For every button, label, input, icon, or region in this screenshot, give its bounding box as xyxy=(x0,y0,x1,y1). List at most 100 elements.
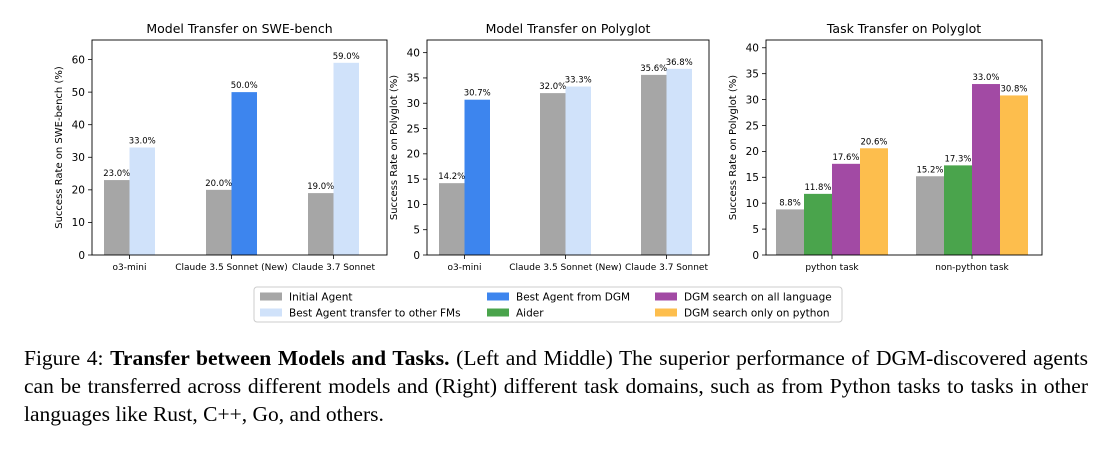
y-tick-label: 10 xyxy=(72,217,85,229)
y-tick-label: 15 xyxy=(407,174,420,186)
y-tick-label: 10 xyxy=(407,199,420,211)
chart-panel: Model Transfer on SWE-bench Success Rate … xyxy=(54,21,1043,323)
data-label: 59.0% xyxy=(333,52,360,62)
plot-frame xyxy=(765,39,1043,256)
bar xyxy=(439,183,465,255)
bar xyxy=(104,180,130,255)
y-tick-label: 25 xyxy=(746,120,759,132)
bar xyxy=(565,86,591,256)
chart-title: Model Transfer on Polyglot xyxy=(486,21,651,36)
y-axis-label: Success Rate on Polyglot (%) xyxy=(389,75,400,220)
y-tick-label: 60 xyxy=(72,54,85,66)
bar xyxy=(464,99,490,255)
bar xyxy=(129,147,155,255)
legend-label: Initial Agent xyxy=(289,292,352,304)
legend-label: DGM search only on python xyxy=(684,308,830,320)
bar xyxy=(666,68,692,255)
y-tick-label: 20 xyxy=(407,149,420,161)
x-tick-label: Claude 3.7 Sonnet xyxy=(625,263,708,273)
bar xyxy=(308,193,334,255)
data-label: 33.3% xyxy=(565,76,592,86)
bar xyxy=(776,209,804,255)
legend-label: Best Agent transfer to other FMs xyxy=(289,308,461,320)
data-label: 35.6% xyxy=(640,64,667,74)
y-tick-label: 35 xyxy=(746,68,759,80)
data-label: 33.0% xyxy=(129,137,156,147)
y-tick-label: 0 xyxy=(752,250,759,262)
x-tick-label: o3-mini xyxy=(113,263,147,273)
y-tick-label: 30 xyxy=(407,98,420,110)
y-tick-label: 5 xyxy=(413,225,420,237)
chart-title: Model Transfer on SWE-bench xyxy=(146,21,332,36)
y-tick-label: 50 xyxy=(72,87,85,99)
y-axis-label: Success Rate on SWE-bench (%) xyxy=(54,66,65,229)
bar xyxy=(860,148,888,255)
plot-frame xyxy=(91,39,388,256)
y-tick-label: 25 xyxy=(407,123,420,135)
data-label: 50.0% xyxy=(231,81,258,91)
data-label: 30.8% xyxy=(1000,84,1027,94)
legend-swatch xyxy=(487,292,509,301)
legend-label: Aider xyxy=(516,308,544,320)
bar xyxy=(916,176,944,255)
bar xyxy=(540,93,566,255)
caption-text: (Left and Middle) The superior performan… xyxy=(24,346,1089,426)
legend-swatch xyxy=(655,292,677,301)
x-tick-label: python task xyxy=(805,263,859,273)
data-label: 33.0% xyxy=(972,73,999,83)
x-tick-label: Claude 3.5 Sonnet (New) xyxy=(509,263,622,273)
data-label: 23.0% xyxy=(103,169,130,179)
caption-prefix: Figure 4: xyxy=(24,346,111,370)
data-label: 8.8% xyxy=(779,198,801,208)
bar xyxy=(804,193,832,255)
y-tick-label: 0 xyxy=(413,250,420,262)
data-label: 32.0% xyxy=(539,82,566,92)
data-label: 17.6% xyxy=(832,153,859,163)
chart-title: Task Transfer on Polyglot xyxy=(826,21,981,36)
bar xyxy=(944,165,972,255)
data-label: 17.3% xyxy=(944,154,971,164)
y-tick-label: 35 xyxy=(407,73,420,85)
bar xyxy=(333,62,359,255)
y-tick-label: 40 xyxy=(72,119,85,131)
y-tick-label: 15 xyxy=(746,172,759,184)
plot-frame xyxy=(426,39,710,256)
y-tick-label: 40 xyxy=(746,43,759,55)
y-tick-label: 0 xyxy=(78,250,85,262)
legend-swatch xyxy=(655,308,677,317)
y-tick-label: 30 xyxy=(72,152,85,164)
x-tick-label: o3-mini xyxy=(448,263,482,273)
legend-label: DGM search on all language xyxy=(684,292,832,304)
figure-caption: Figure 4: Transfer between Models and Ta… xyxy=(24,344,1088,428)
y-tick-label: 10 xyxy=(746,198,759,210)
legend-swatch xyxy=(487,308,509,317)
legend-box xyxy=(253,286,843,323)
bar xyxy=(1000,95,1028,255)
y-tick-label: 20 xyxy=(72,185,85,197)
bar xyxy=(832,163,860,255)
y-tick-label: 20 xyxy=(746,146,759,158)
data-label: 11.8% xyxy=(804,183,831,193)
legend-swatch xyxy=(260,292,282,301)
y-tick-label: 5 xyxy=(752,224,759,236)
data-label: 20.0% xyxy=(205,179,232,189)
caption-bold: Transfer between Models and Tasks. xyxy=(110,346,450,370)
legend-swatch xyxy=(260,308,282,317)
bar xyxy=(231,92,257,255)
data-label: 20.6% xyxy=(860,137,887,147)
legend-label: Best Agent from DGM xyxy=(516,292,630,304)
y-axis-label: Success Rate on Polyglot (%) xyxy=(728,75,739,220)
y-tick-label: 40 xyxy=(407,47,420,59)
data-label: 19.0% xyxy=(307,182,334,192)
bar xyxy=(641,74,667,255)
bar xyxy=(206,189,232,255)
y-tick-label: 30 xyxy=(746,94,759,106)
data-label: 15.2% xyxy=(916,165,943,175)
data-label: 36.8% xyxy=(666,58,693,68)
x-tick-label: Claude 3.5 Sonnet (New) xyxy=(175,263,288,273)
data-label: 30.7% xyxy=(464,89,491,99)
x-tick-label: Claude 3.7 Sonnet xyxy=(292,263,375,273)
x-tick-label: non-python task xyxy=(935,263,1009,273)
bar xyxy=(972,84,1000,255)
